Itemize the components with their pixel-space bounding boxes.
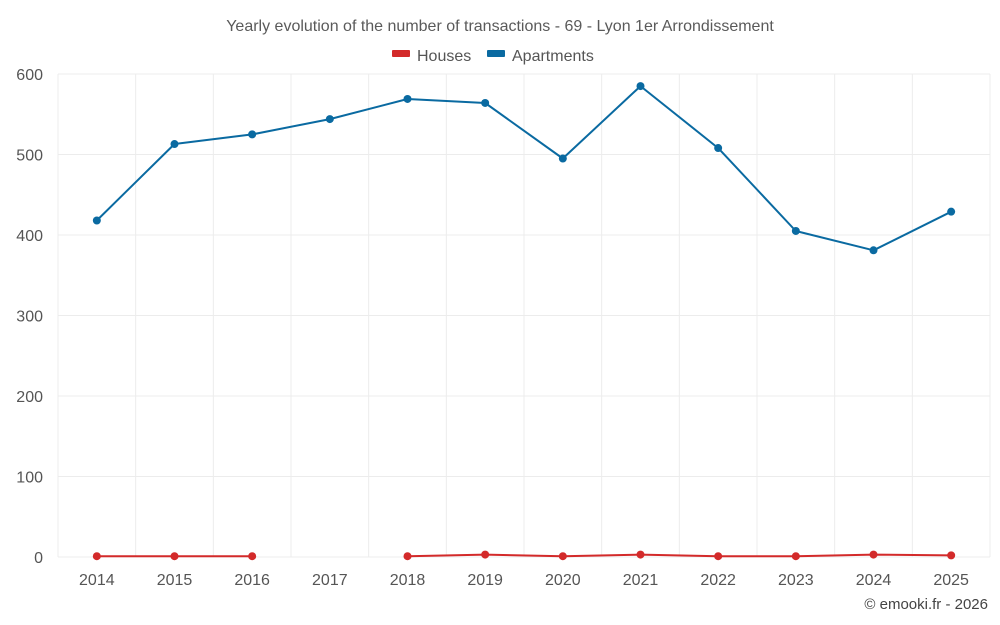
data-point-apartments[interactable] — [481, 98, 490, 107]
legend-swatch-houses — [392, 50, 410, 57]
series-line-houses — [96, 553, 952, 558]
data-point-houses[interactable] — [714, 552, 723, 561]
x-tick-label: 2021 — [623, 572, 659, 589]
data-point-houses[interactable] — [791, 552, 800, 561]
series-line-apartments — [96, 85, 952, 252]
data-point-houses[interactable] — [636, 550, 645, 559]
x-tick-label: 2017 — [312, 572, 348, 589]
data-point-apartments[interactable] — [170, 140, 179, 149]
grid — [57, 73, 991, 558]
data-point-houses[interactable] — [170, 552, 179, 561]
y-tick-label: 200 — [16, 389, 43, 406]
y-tick-label: 100 — [16, 470, 43, 487]
x-tick-label: 2019 — [467, 572, 503, 589]
y-tick-label: 0 — [34, 550, 43, 567]
legend-label-houses[interactable]: Houses — [417, 48, 471, 65]
data-point-houses[interactable] — [92, 552, 101, 561]
credit-text: © emooki.fr - 2026 — [864, 596, 988, 613]
data-point-houses[interactable] — [558, 552, 567, 561]
x-tick-label: 2020 — [545, 572, 581, 589]
data-point-apartments[interactable] — [92, 216, 101, 225]
data-point-houses[interactable] — [869, 550, 878, 559]
x-tick-label: 2018 — [390, 572, 426, 589]
x-axis: 2014 2015 2016 2017 2018 2019 2020 2021 2022 2023… — [79, 572, 969, 589]
x-tick-label: 2023 — [778, 572, 814, 589]
data-point-apartments[interactable] — [248, 130, 257, 139]
data-point-houses[interactable] — [248, 552, 257, 561]
data-point-apartments[interactable] — [714, 144, 723, 153]
legend-label-apartments[interactable]: Apartments — [512, 48, 594, 65]
series-layer — [92, 82, 956, 561]
y-axis: 0 100 200 300 400 500 600 — [16, 67, 43, 567]
y-tick-label: 600 — [16, 67, 43, 84]
x-tick-label: 2024 — [856, 572, 892, 589]
y-tick-label: 300 — [16, 309, 43, 326]
data-point-apartments[interactable] — [791, 226, 800, 235]
x-tick-label: 2014 — [79, 572, 115, 589]
x-tick-label: 2025 — [933, 572, 969, 589]
x-tick-label: 2016 — [234, 572, 270, 589]
data-point-apartments[interactable] — [558, 154, 567, 163]
chart-title: Yearly evolution of the number of transa… — [226, 18, 774, 35]
legend-swatch-apartments — [487, 50, 505, 57]
legend: Houses Apartments — [392, 48, 594, 65]
data-point-apartments[interactable] — [869, 246, 878, 255]
data-point-apartments[interactable] — [325, 115, 334, 124]
data-point-apartments[interactable] — [947, 207, 956, 216]
data-point-houses[interactable] — [481, 550, 490, 559]
data-point-apartments[interactable] — [403, 94, 412, 103]
y-tick-label: 500 — [16, 148, 43, 165]
x-tick-label: 2022 — [700, 572, 736, 589]
y-tick-label: 400 — [16, 228, 43, 245]
x-tick-label: 2015 — [157, 572, 193, 589]
data-point-apartments[interactable] — [636, 82, 645, 91]
data-point-houses[interactable] — [403, 552, 412, 561]
data-point-houses[interactable] — [947, 551, 956, 560]
